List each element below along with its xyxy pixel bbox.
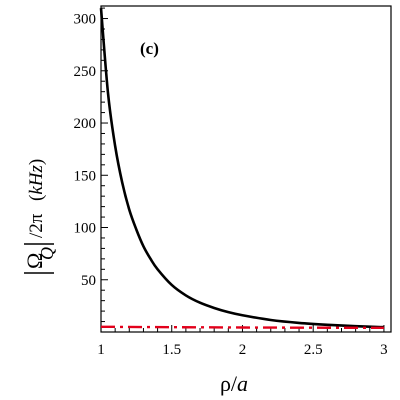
x-tick-label: 3 [380,342,388,358]
series-group [99,7,384,330]
y-label-unit: (kHz) [26,159,47,201]
x-label-a: a [237,371,248,396]
y-tick-label: 300 [74,12,97,28]
series-line-red-dashdot [100,325,384,330]
panel-label: (c) [140,39,159,58]
axis-ticks: 1 1.5 2 2.5 3 50 100 150 200 250 300 [74,7,388,358]
x-tick-label: 2 [239,342,247,358]
y-axis-label: Ω Q /2π (kHz) [22,159,57,274]
y-tick-label: 200 [74,116,97,132]
x-axis-label: ρ/a [220,371,248,396]
y-tick-label: 100 [74,221,97,237]
x-label-rho: ρ [220,371,231,396]
y-label-unit-close: ) [26,159,47,165]
y-label-omega: Ω [22,253,47,269]
x-tick-label: 1 [97,342,105,358]
series-line-black [99,7,384,329]
x-label-slash: / [231,371,238,396]
y-tick-label: 50 [81,273,96,289]
x-tick-label: 1.5 [162,342,181,358]
plot-frame [100,5,392,333]
y-tick-label: 150 [74,168,97,184]
y-label-unit-open: ( [26,195,47,201]
x-tick-label: 2.5 [304,342,323,358]
y-label-sub: Q [37,247,57,260]
y-label-unit-text: kHz [26,165,47,195]
y-tick-label: 250 [74,64,97,80]
y-label-rest: /2π [26,213,47,238]
